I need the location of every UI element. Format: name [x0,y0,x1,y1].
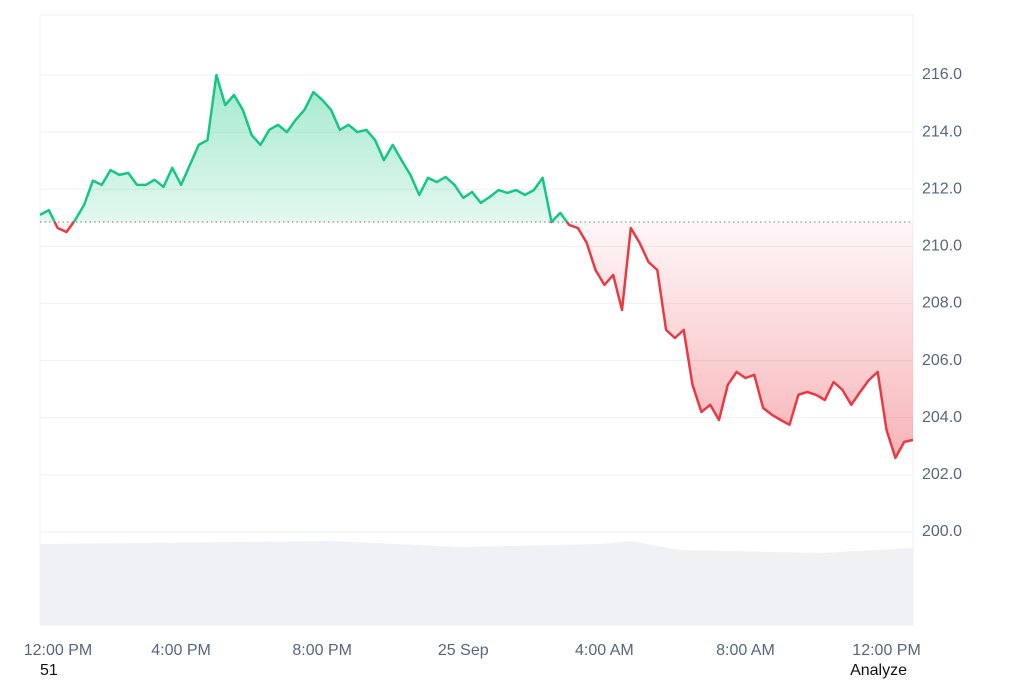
y-tick-label: 210.0 [922,238,962,255]
x-tick-label: 4:00 PM [151,642,211,659]
y-tick-label: 200.0 [922,523,962,540]
area-fill [40,75,913,458]
price-line [39,73,914,460]
y-tick-label: 206.0 [922,352,962,369]
y-tick-label: 216.0 [922,66,962,83]
footer-left: 51 [40,662,58,679]
y-tick-label: 214.0 [922,123,962,140]
x-tick-label: 25 Sep [438,642,489,659]
y-tick-label: 202.0 [922,466,962,483]
footer-right[interactable]: Analyze [850,662,907,679]
volume-area [40,541,913,625]
x-tick-label: 12:00 PM [852,642,920,659]
y-tick-label: 208.0 [922,295,962,312]
x-tick-label: 4:00 AM [575,642,634,659]
x-tick-label: 12:00 PM [24,642,92,659]
y-tick-label: 204.0 [922,409,962,426]
x-tick-label: 8:00 AM [716,642,775,659]
y-tick-label: 212.0 [922,180,962,197]
x-tick-label: 8:00 PM [292,642,352,659]
